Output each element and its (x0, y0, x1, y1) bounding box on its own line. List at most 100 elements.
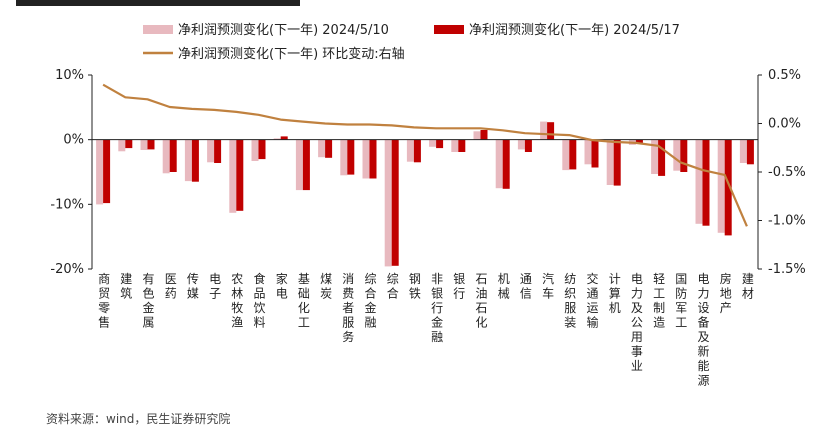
bar-0510-2 (141, 140, 148, 150)
bar-0517-3 (170, 140, 177, 172)
bar-0510-28 (718, 140, 725, 233)
bar-0510-19 (518, 140, 525, 150)
bar-0510-23 (607, 140, 614, 185)
category-label-5: 电子 (209, 272, 221, 301)
y-left-tick-label-1: 0% (63, 133, 84, 148)
bar-0510-18 (496, 140, 503, 189)
line-layer (103, 85, 747, 227)
bar-0510-15 (429, 140, 436, 147)
y-right-tick-label-3: -1.0% (768, 214, 806, 229)
y-right-tick-label-2: -0.5% (768, 165, 806, 180)
category-label-17: 石油石化 (475, 272, 487, 330)
bar-0510-20 (540, 122, 547, 140)
category-label-26: 国防军工 (675, 272, 687, 330)
bar-0510-5 (207, 140, 214, 163)
bar-0517-20 (547, 122, 554, 140)
line-mom-change (103, 85, 747, 227)
bar-0517-9 (303, 140, 310, 190)
category-label-0: 商贸零售 (98, 271, 110, 330)
bar-0517-12 (370, 140, 377, 179)
bar-0517-8 (281, 136, 288, 139)
bars (96, 122, 754, 267)
category-label-2: 有色金属 (142, 272, 154, 330)
bar-0517-0 (103, 140, 110, 203)
legend-label-0510: 净利润预测变化(下一年) 2024/5/10 (178, 22, 389, 38)
bar-0510-6 (229, 140, 236, 213)
category-label-11: 消费者服务 (342, 272, 354, 344)
y-right-tick-label-0: 0.5% (768, 68, 801, 83)
bar-0510-3 (163, 140, 170, 174)
category-label-22: 交通运输 (586, 271, 598, 330)
category-label-13: 综合 (387, 272, 399, 301)
category-label-16: 银行 (453, 272, 465, 301)
category-label-8: 家电 (276, 271, 288, 301)
category-label-29: 建材 (742, 272, 754, 301)
bar-0517-10 (325, 140, 332, 158)
category-label-19: 通信 (520, 272, 532, 301)
bar-0517-27 (703, 140, 710, 226)
category-label-4: 传媒 (187, 271, 199, 301)
bar-0510-7 (252, 140, 259, 161)
bar-0517-15 (436, 140, 443, 148)
bar-0517-1 (125, 140, 132, 148)
bar-0510-17 (474, 131, 481, 139)
category-label-20: 汽车 (542, 271, 554, 301)
bar-0510-22 (585, 140, 592, 165)
bar-0510-29 (740, 140, 747, 163)
bar-0517-23 (614, 140, 621, 186)
category-label-1: 建筑 (120, 272, 132, 301)
bar-0517-13 (392, 140, 399, 266)
bar-0510-4 (185, 140, 192, 181)
legend-swatch-0510 (143, 25, 173, 34)
legend: 净利润预测变化(下一年) 2024/5/10 净利润预测变化(下一年) 2024/… (143, 22, 680, 62)
category-label-25: 轻工制造 (653, 272, 665, 330)
legend-label-0517: 净利润预测变化(下一年) 2024/5/17 (469, 22, 680, 38)
category-label-21: 纺织服装 (564, 272, 576, 330)
bar-0517-16 (458, 140, 465, 152)
bar-0517-22 (592, 140, 599, 168)
bar-0510-14 (407, 140, 414, 162)
y-left-tick-label-2: -10% (50, 197, 84, 212)
bar-0517-2 (148, 140, 155, 150)
category-label-6: 农林牧渔 (231, 272, 243, 330)
bar-0517-4 (192, 140, 199, 182)
bar-0517-6 (236, 140, 243, 211)
bar-0517-29 (747, 140, 754, 165)
bar-0510-9 (296, 140, 303, 190)
bar-0510-16 (451, 140, 458, 152)
bar-0517-7 (259, 140, 266, 159)
category-labels: 商贸零售建筑有色金属医药传媒电子农林牧渔食品饮料家电基础化工煤炭消费者服务综合金… (98, 271, 754, 388)
category-label-10: 煤炭 (320, 272, 332, 301)
category-label-3: 医药 (165, 272, 177, 301)
bar-0510-1 (118, 140, 125, 152)
bar-0517-19 (525, 140, 532, 152)
bar-0517-17 (481, 130, 488, 140)
bar-0517-18 (503, 140, 510, 189)
y-left-tick-label-0: 10% (55, 68, 84, 83)
bar-0510-13 (385, 140, 392, 267)
bar-0510-12 (363, 140, 370, 179)
bar-0517-26 (680, 140, 687, 172)
bar-0517-14 (414, 140, 421, 163)
y-right-tick-label-4: -1.5% (768, 262, 806, 277)
bar-0510-11 (340, 140, 347, 176)
category-label-14: 钢铁 (409, 272, 421, 301)
legend-label-line: 净利润预测变化(下一年) 环比变动:右轴 (178, 46, 405, 62)
category-label-27: 电力设备及新能源 (697, 272, 709, 388)
category-label-18: 机械 (498, 272, 510, 301)
category-label-9: 基础化工 (298, 272, 310, 330)
category-label-28: 房地产 (720, 271, 732, 315)
category-label-24: 电力及公用事业 (631, 272, 643, 373)
category-label-7: 食品饮料 (253, 271, 265, 330)
y-left-tick-label-3: -20% (50, 262, 84, 277)
category-label-15: 非银行金融 (431, 272, 443, 344)
bar-0517-11 (347, 140, 354, 175)
bar-0510-26 (673, 140, 680, 171)
bar-0510-0 (96, 140, 103, 205)
source-note: 资料来源：wind，民生证券研究院 (46, 410, 230, 427)
category-label-12: 综合金融 (364, 272, 376, 330)
y-right-tick-label-1: 0.0% (768, 117, 801, 132)
legend-swatch-0517 (434, 25, 464, 34)
bar-0517-21 (569, 140, 576, 170)
